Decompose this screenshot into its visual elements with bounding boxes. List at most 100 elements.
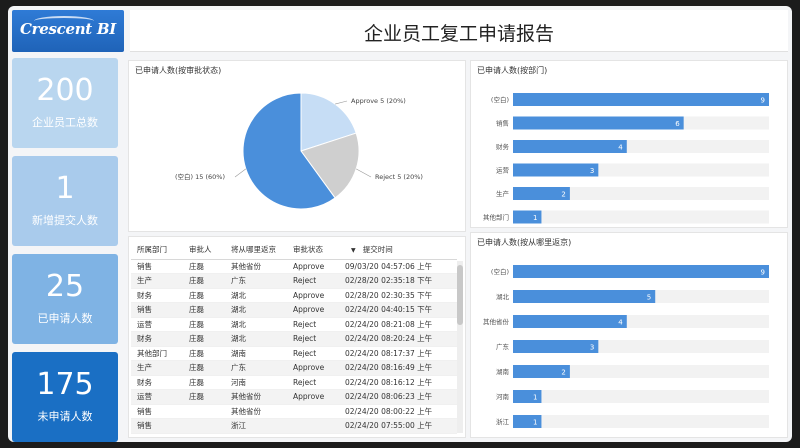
cell-department: 运营 xyxy=(131,317,183,332)
applications-table-panel: 所属部门 审批人 将从哪里返京 审批状态 ▼ 提交时间 销售 庄磊 其他省份 Appr… xyxy=(128,236,466,438)
pie-slice-blank[interactable] xyxy=(242,92,336,210)
pie-slice-approve[interactable] xyxy=(300,92,357,152)
bar[interactable] xyxy=(513,187,570,200)
cell-approver: 庄磊 xyxy=(183,389,225,405)
table-row[interactable]: 销售 庄磊 其他省份 Approve 09/03/20 04:57:06 上午 xyxy=(131,259,457,274)
cell-status xyxy=(287,418,339,434)
pie-leader-line xyxy=(356,168,372,178)
dept-bar-chart: (空白) 9 销售 6 财务 4 运营 3 生产 2 其他部门 1 xyxy=(483,93,769,224)
cell-approver: 庄磊 xyxy=(183,360,225,376)
bar-track xyxy=(513,415,769,428)
cell-department: 销售 xyxy=(131,404,183,419)
table-scrollbar-thumb[interactable] xyxy=(457,265,463,325)
cell-approver: 庄磊 xyxy=(183,331,225,347)
cell-approver: 庄磊 xyxy=(183,302,225,318)
cell-submit-time: 02/24/20 04:40:15 下午 xyxy=(339,302,457,318)
bar[interactable] xyxy=(513,315,627,328)
bar[interactable] xyxy=(513,116,684,130)
bar-value-label: 6 xyxy=(675,120,680,128)
kpi-value: 25 xyxy=(45,269,85,304)
cell-submit-time: 02/24/20 08:21:08 上午 xyxy=(339,317,457,332)
table-row[interactable]: 生产 庄磊 广东 Approve 02/24/20 08:16:49 上午 xyxy=(131,360,457,376)
cell-approver: 庄磊 xyxy=(183,317,225,332)
cell-status: Approve xyxy=(287,259,339,274)
cell-department: 生产 xyxy=(131,360,183,376)
kpi-total-employees[interactable]: 200 企业员工总数 xyxy=(12,58,118,148)
bar-value-label: 1 xyxy=(533,214,537,222)
cell-status: Reject xyxy=(287,273,339,289)
pie-data-label: Approve 5 (20%) xyxy=(351,97,406,105)
cell-submit-time: 02/28/20 02:30:35 下午 xyxy=(339,288,457,303)
table-row[interactable]: 销售 其他省份 02/24/20 08:00:22 上午 xyxy=(131,404,457,419)
cell-status: Reject xyxy=(287,375,339,390)
dashboard-frame: Crescent BI 企业员工复工申请报告 200 企业员工总数 1 新增提交… xyxy=(8,6,792,442)
cell-approver: 庄磊 xyxy=(183,346,225,361)
cell-approver: 庄磊 xyxy=(183,273,225,289)
table-row[interactable]: 财务 庄磊 河南 Reject 02/24/20 08:16:12 上午 xyxy=(131,375,457,390)
bar-category-label: 其他部门 xyxy=(483,213,509,222)
bar-value-label: 3 xyxy=(590,167,594,175)
kpi-not-applied[interactable]: 175 未申请人数 xyxy=(12,352,118,442)
bar[interactable] xyxy=(513,265,769,278)
cell-status: Approve xyxy=(287,389,339,405)
cell-return-origin: 河南 xyxy=(225,375,287,390)
table-scrollbar[interactable] xyxy=(457,261,463,433)
kpi-value: 175 xyxy=(36,367,94,402)
kpi-applied[interactable]: 25 已申请人数 xyxy=(12,254,118,344)
bar-category-label: 浙江 xyxy=(496,417,510,426)
bar[interactable] xyxy=(513,390,542,403)
bar[interactable] xyxy=(513,340,599,353)
bar[interactable] xyxy=(513,163,599,177)
kpi-value: 200 xyxy=(36,73,94,108)
cell-approver: 庄磊 xyxy=(183,288,225,303)
table-row[interactable]: 销售 庄磊 湖北 Approve 02/24/20 04:40:15 下午 xyxy=(131,302,457,318)
table-row[interactable]: 销售 浙江 02/24/20 07:55:00 上午 xyxy=(131,418,457,434)
bar[interactable] xyxy=(513,415,542,428)
bar-value-label: 1 xyxy=(533,394,537,402)
cell-submit-time: 02/24/20 08:06:23 上午 xyxy=(339,389,457,405)
table-row[interactable]: 财务 庄磊 湖北 Approve 02/28/20 02:30:35 下午 xyxy=(131,288,457,303)
bar-value-label: 2 xyxy=(561,191,565,199)
bar[interactable] xyxy=(513,93,769,106)
bar-track xyxy=(513,365,769,378)
kpi-new-submissions[interactable]: 1 新增提交人数 xyxy=(12,156,118,246)
cell-submit-time: 02/24/20 07:55:00 上午 xyxy=(339,418,457,434)
cell-department: 销售 xyxy=(131,259,183,274)
bar-category-label: 河南 xyxy=(496,392,510,401)
pie-chart-panel: 已申请人数(按审批状态) (空白) 15 (60%) Approve 5 (20%… xyxy=(128,60,466,232)
column-header-status[interactable]: 审批状态 xyxy=(287,241,339,260)
kpi-label: 企业员工总数 xyxy=(32,116,98,129)
column-header-submit-time[interactable]: ▼ 提交时间 xyxy=(339,241,457,260)
pie-slice-reject[interactable] xyxy=(300,132,360,199)
page-title: 企业员工复工申请报告 xyxy=(363,23,554,45)
sort-desc-icon[interactable]: ▼ xyxy=(351,247,356,255)
column-header-approver[interactable]: 审批人 xyxy=(183,241,225,260)
table-row[interactable]: 财务 庄磊 湖北 Reject 02/24/20 08:20:24 上午 xyxy=(131,331,457,347)
cell-submit-time: 02/24/20 08:16:12 上午 xyxy=(339,375,457,390)
table-row[interactable]: 其他部门 庄磊 湖南 Reject 02/24/20 08:17:37 上午 xyxy=(131,346,457,361)
table-row[interactable]: 生产 庄磊 广东 Reject 02/28/20 02:35:18 下午 xyxy=(131,273,457,289)
bar-category-label: 财务 xyxy=(496,142,510,151)
cell-status: Approve xyxy=(287,360,339,376)
bar[interactable] xyxy=(513,210,542,224)
cell-department: 其他部门 xyxy=(131,346,183,361)
pie-data-label: (空白) 15 (60%) xyxy=(175,172,225,181)
kpi-label: 新增提交人数 xyxy=(32,214,98,227)
cell-return-origin: 浙江 xyxy=(225,418,287,434)
cell-department: 财务 xyxy=(131,288,183,303)
table-row[interactable]: 运营 庄磊 湖北 Reject 02/24/20 08:21:08 上午 xyxy=(131,317,457,332)
bar[interactable] xyxy=(513,290,656,303)
bar[interactable] xyxy=(513,365,570,378)
bar[interactable] xyxy=(513,140,627,153)
bar-value-label: 9 xyxy=(761,97,765,105)
bar-category-label: 湖北 xyxy=(496,292,510,301)
column-header-department[interactable]: 所属部门 xyxy=(131,241,183,260)
cell-return-origin: 湖北 xyxy=(225,302,287,318)
cell-status: Reject xyxy=(287,317,339,332)
column-header-return-origin[interactable]: 将从哪里返京 xyxy=(225,241,287,260)
header-bar: 企业员工复工申请报告 xyxy=(130,10,788,52)
bar-category-label: 湖南 xyxy=(496,367,510,376)
table-row[interactable]: 运营 庄磊 其他省份 Approve 02/24/20 08:06:23 上午 xyxy=(131,389,457,405)
bar-value-label: 5 xyxy=(647,294,651,302)
bar-value-label: 4 xyxy=(618,319,623,327)
